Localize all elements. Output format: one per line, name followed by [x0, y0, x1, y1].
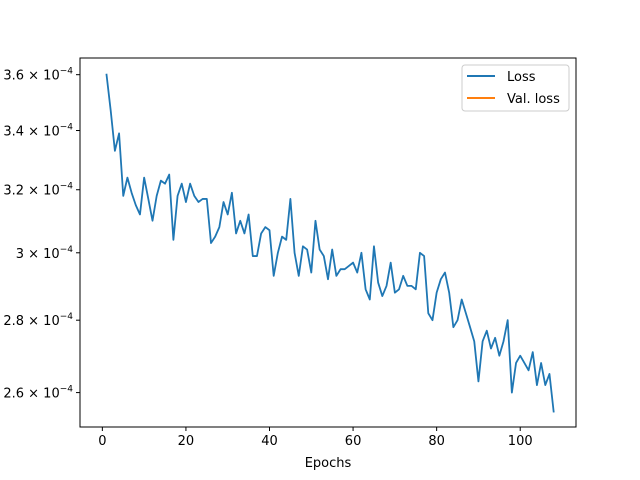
series-line-0: [105, 73, 555, 413]
x-axis: 0 20 40 60 80 100: [98, 427, 533, 449]
axes-frame: [79, 57, 577, 428]
plot-area: [79, 57, 577, 428]
y-tick-label: 2.6 × 10−4: [3, 385, 73, 402]
x-axis-label: Epochs: [305, 456, 352, 471]
legend-label-0: Loss: [507, 70, 536, 85]
y-tick-label: 3.2 × 10−4: [3, 182, 73, 199]
y-tick-label: 2.8 × 10−4: [3, 312, 73, 329]
x-tick-label: 80: [428, 434, 445, 449]
x-tick-label: 20: [178, 434, 195, 449]
y-tick-label: 3.6 × 10−4: [3, 67, 73, 84]
y-tick-label: 3.4 × 10−4: [3, 123, 73, 140]
y-tick-label: 3 × 10−4: [16, 245, 74, 262]
x-tick-label: 0: [98, 434, 106, 449]
series-layer: [105, 73, 555, 413]
legend: Loss Val. loss: [461, 64, 570, 112]
x-tick-label: 40: [261, 434, 278, 449]
y-axis: 2.6 × 10−4 2.8 × 10−4 3 × 10−4 3.2 × 10−4 3.…: [3, 67, 80, 402]
legend-label-1: Val. loss: [507, 92, 560, 107]
x-tick-label: 100: [508, 434, 533, 449]
x-tick-label: 60: [345, 434, 362, 449]
